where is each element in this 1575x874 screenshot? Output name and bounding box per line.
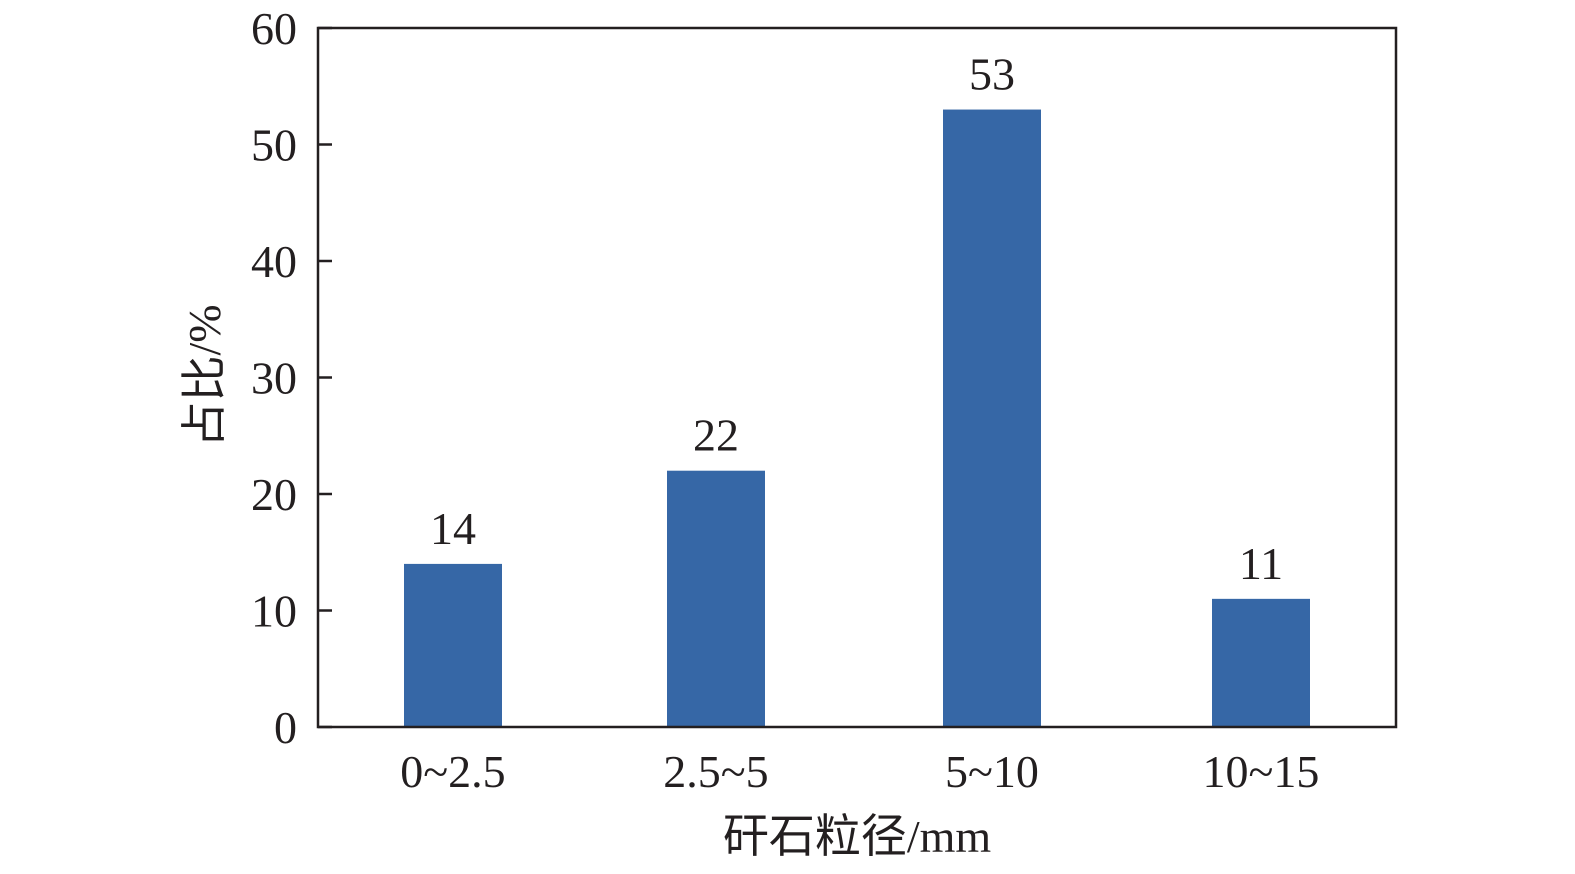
y-tick-label: 0 (274, 702, 297, 753)
y-tick-label: 60 (251, 3, 297, 54)
data-labels-group: 14 22 53 11 (430, 49, 1283, 589)
data-label: 53 (969, 49, 1015, 100)
bar-10~15 (1212, 598, 1310, 727)
data-label: 22 (693, 410, 739, 461)
y-tick-label: 20 (251, 469, 297, 520)
bar-5~10 (943, 109, 1041, 728)
x-axis-title: 矸石粒径/mm (723, 811, 992, 862)
y-axis-ticks-group: 0 10 20 30 40 50 60 (251, 3, 332, 753)
x-tick-label: 0~2.5 (400, 746, 505, 797)
bars-group (404, 109, 1310, 728)
y-tick-label: 10 (251, 586, 297, 637)
x-tick-label: 5~10 (945, 746, 1039, 797)
y-tick-label: 30 (251, 353, 297, 404)
data-label: 14 (430, 503, 476, 554)
y-tick-label: 40 (251, 236, 297, 287)
x-tick-label: 2.5~5 (663, 746, 768, 797)
bar-2.5~5 (667, 470, 765, 727)
bar-0~2.5 (404, 563, 502, 727)
x-axis-ticks-group: 0~2.5 2.5~5 5~10 10~15 (400, 746, 1319, 797)
x-tick-label: 10~15 (1203, 746, 1320, 797)
y-axis-title: 占比/% (179, 304, 230, 447)
y-tick-label: 50 (251, 120, 297, 171)
plot-frame (316, 26, 1398, 729)
data-label: 11 (1239, 538, 1283, 589)
